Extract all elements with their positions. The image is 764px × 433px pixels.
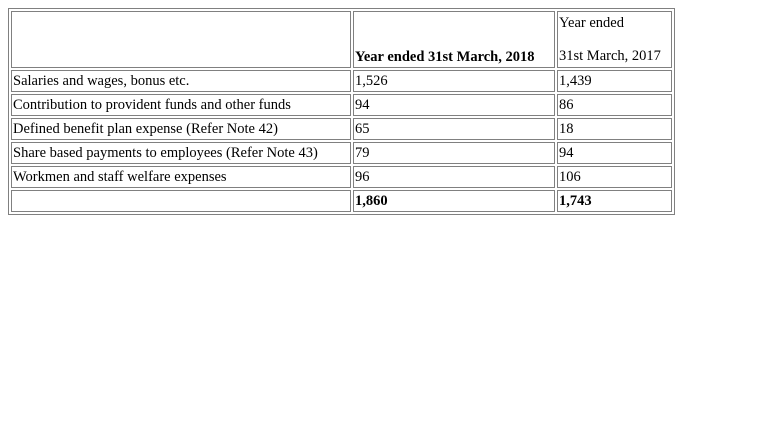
row-label: Defined benefit plan expense (Refer Note…	[11, 118, 351, 140]
row-value-2017: 106	[557, 166, 672, 188]
table-row: Salaries and wages, bonus etc. 1,526 1,4…	[11, 70, 672, 92]
row-value-2017: 86	[557, 94, 672, 116]
table-header-row: Year ended 31st March, 2018 Year ended 3…	[11, 11, 672, 68]
row-value-2018: 79	[353, 142, 555, 164]
row-value-2018: 65	[353, 118, 555, 140]
header-2018: Year ended 31st March, 2018	[353, 11, 555, 68]
total-row: 1,860 1,743	[11, 190, 672, 212]
row-value-2018: 94	[353, 94, 555, 116]
table-row: Contribution to provident funds and othe…	[11, 94, 672, 116]
total-label	[11, 190, 351, 212]
header-2017: Year ended 31st March, 2017	[557, 11, 672, 68]
row-value-2018: 1,526	[353, 70, 555, 92]
header-2017-line2: 31st March, 2017	[559, 48, 661, 64]
row-value-2017: 1,439	[557, 70, 672, 92]
total-2017: 1,743	[557, 190, 672, 212]
header-2017-line1: Year ended	[559, 15, 624, 31]
row-value-2017: 94	[557, 142, 672, 164]
table-row: Workmen and staff welfare expenses 96 10…	[11, 166, 672, 188]
total-2018: 1,860	[353, 190, 555, 212]
row-label: Contribution to provident funds and othe…	[11, 94, 351, 116]
row-value-2018: 96	[353, 166, 555, 188]
row-label: Workmen and staff welfare expenses	[11, 166, 351, 188]
row-value-2017: 18	[557, 118, 672, 140]
table-row: Share based payments to employees (Refer…	[11, 142, 672, 164]
header-label-cell	[11, 11, 351, 68]
table-row: Defined benefit plan expense (Refer Note…	[11, 118, 672, 140]
row-label: Share based payments to employees (Refer…	[11, 142, 351, 164]
employee-benefits-table: Year ended 31st March, 2018 Year ended 3…	[8, 8, 675, 215]
row-label: Salaries and wages, bonus etc.	[11, 70, 351, 92]
